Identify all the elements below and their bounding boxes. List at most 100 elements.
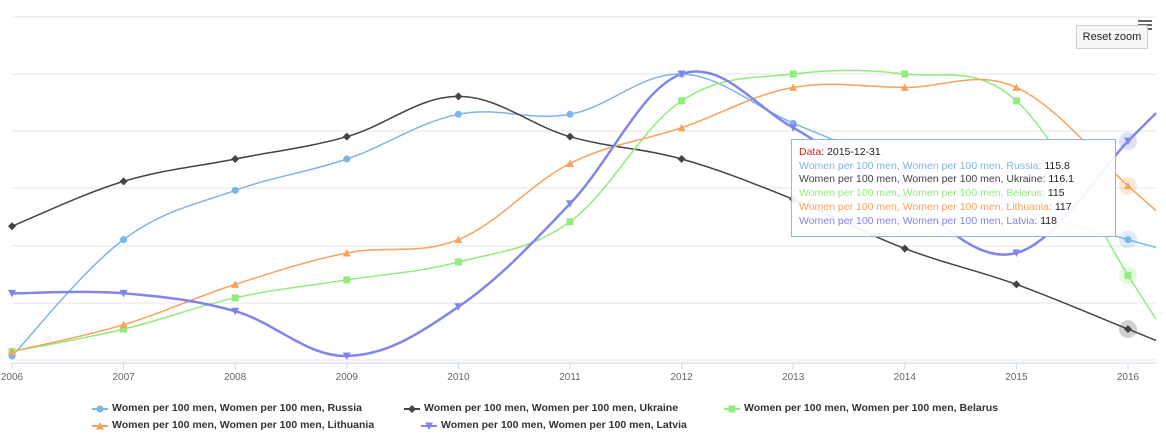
data-point-latvia (1012, 249, 1021, 258)
data-point-ukraine (677, 155, 686, 164)
data-point-russia (454, 110, 462, 118)
legend-marker (96, 422, 104, 430)
legend-label: Women per 100 men, Women per 100 men, Li… (112, 419, 375, 431)
menu-bar (1138, 20, 1152, 22)
tooltip-sep: : (1042, 173, 1049, 186)
tooltip-row: Women per 100 men, Women per 100 men, Be… (799, 187, 1108, 201)
data-point-lithuania (789, 83, 798, 91)
data-point-lithuania (119, 320, 128, 329)
x-tick-label: 2013 (782, 372, 805, 383)
tooltip-series-name: Women per 100 men, Women per 100 men, Be… (799, 187, 1042, 200)
data-point-lithuania (342, 249, 351, 257)
legend-symbol-latvia (421, 422, 437, 430)
data-point-belarus (1124, 271, 1132, 279)
data-point-belarus (231, 294, 239, 302)
data-point-ukraine (119, 177, 128, 186)
data-point-lithuania (8, 347, 16, 356)
data-point-russia (1124, 236, 1132, 244)
data-point-latvia (342, 352, 351, 360)
data-point-ukraine (8, 222, 16, 231)
x-tick-label: 2015 (1005, 372, 1028, 383)
x-tick-label: 2016 (1117, 372, 1140, 383)
legend-symbol-ukraine (404, 405, 420, 413)
data-point-belarus (120, 325, 128, 333)
tooltip-series-value: 118 (1040, 214, 1057, 227)
data-point-latvia (789, 124, 798, 132)
tooltip-date-key: Data (799, 146, 822, 158)
tooltip-row: Women per 100 men, Women per 100 men, Ru… (799, 160, 1108, 174)
x-tick-label: 2008 (224, 372, 247, 383)
data-point-belarus (901, 70, 909, 78)
tooltip-sep: : (1049, 200, 1055, 213)
data-point-russia (343, 155, 351, 163)
data-point-belarus (678, 97, 686, 105)
tooltip-series-name: Women per 100 men, Women per 100 men, Uk… (799, 173, 1043, 186)
data-point-lithuania (566, 159, 574, 168)
tooltip-series-value: 115 (1047, 187, 1065, 200)
data-point-lithuania (1124, 181, 1132, 190)
tooltip-series-name: Women per 100 men, Women per 100 men, La… (799, 214, 1035, 227)
tooltip-row: Women per 100 men, Women per 100 men, Uk… (799, 173, 1108, 187)
data-point-latvia (231, 307, 240, 316)
reset-zoom-button[interactable]: Reset zoom (1076, 25, 1148, 49)
data-point-belarus (566, 218, 574, 226)
tooltip-sep: : (1034, 214, 1041, 227)
legend-marker (96, 405, 104, 413)
tooltip-series-value: 115.8 (1044, 159, 1070, 172)
legend-symbol-belarus (724, 405, 740, 413)
tooltip-date-value: 2015-12-31 (827, 146, 881, 158)
data-point-latvia (1124, 137, 1132, 146)
legend-symbol-lithuania (92, 422, 108, 430)
tooltip-sep: : (821, 146, 828, 158)
data-point-lithuania (1012, 83, 1021, 91)
data-point-lithuania (677, 123, 686, 132)
legend-label: Women per 100 men, Women per 100 men, Be… (744, 402, 999, 414)
legend-label: Women per 100 men, Women per 100 men, Ru… (112, 402, 362, 414)
data-point-ukraine (342, 132, 351, 141)
data-point-belarus (454, 258, 462, 266)
data-point-ukraine (231, 155, 240, 164)
data-point-ukraine (1012, 280, 1021, 289)
chart-tooltip: Data: 2015-12-31 Women per 100 men, Wome… (791, 139, 1116, 237)
legend-marker (408, 405, 416, 413)
x-tick-label: 2011 (559, 372, 581, 383)
tooltip-series-value: 116.1 (1048, 173, 1074, 186)
data-point-latvia (8, 289, 16, 298)
legend-marker (425, 422, 433, 430)
data-point-russia (566, 110, 574, 118)
data-point-ukraine (566, 132, 574, 141)
tooltip-series-name: Women per 100 men, Women per 100 men, Ru… (799, 159, 1039, 172)
x-tick-label: 2014 (894, 372, 917, 383)
tooltip-row: Women per 100 men, Women per 100 men, Li… (799, 201, 1108, 215)
data-point-latvia (454, 303, 463, 311)
tooltip-sep: : (1042, 187, 1048, 200)
x-tick-label: 2010 (447, 372, 470, 383)
x-tick-label: 2009 (336, 372, 359, 383)
data-point-latvia (677, 70, 686, 78)
data-point-lithuania (900, 83, 909, 91)
data-point-belarus (343, 276, 351, 284)
data-point-ukraine (1124, 325, 1132, 334)
legend-marker (728, 405, 736, 413)
data-point-lithuania (231, 280, 240, 288)
data-point-ukraine (900, 244, 909, 253)
legend-label: Women per 100 men, Women per 100 men, La… (441, 419, 687, 431)
data-point-belarus (789, 70, 797, 78)
data-point-latvia (119, 289, 128, 298)
data-point-belarus (1012, 97, 1020, 105)
x-tick-label: 2006 (1, 372, 24, 383)
data-point-latvia (566, 200, 574, 208)
tooltip-date-row: Data: 2015-12-31 (799, 146, 1108, 160)
tooltip-series-value: 117 (1054, 200, 1072, 213)
data-point-russia (231, 186, 239, 194)
data-point-russia (120, 236, 128, 244)
data-point-lithuania (454, 235, 463, 244)
tooltip-series-name: Women per 100 men, Women per 100 men, Li… (799, 200, 1050, 213)
data-point-ukraine (454, 92, 463, 101)
legend-symbol-russia (92, 405, 108, 413)
tooltip-sep: : (1038, 159, 1045, 172)
tooltip-row: Women per 100 men, Women per 100 men, La… (799, 215, 1108, 229)
x-tick-label: 2007 (112, 372, 135, 383)
legend-label: Women per 100 men, Women per 100 men, Uk… (424, 402, 679, 414)
